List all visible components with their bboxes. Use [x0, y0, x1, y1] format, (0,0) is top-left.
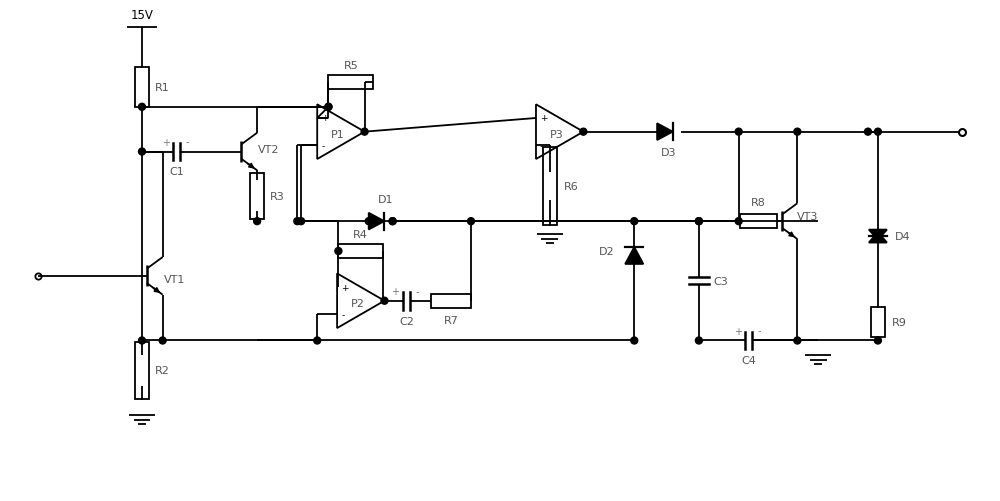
Circle shape: [864, 129, 871, 136]
Text: VT3: VT3: [797, 212, 818, 222]
Circle shape: [325, 104, 332, 111]
Text: +: +: [341, 283, 349, 292]
Text: -: -: [321, 142, 324, 150]
Text: +: +: [162, 137, 170, 147]
Circle shape: [325, 104, 332, 111]
Circle shape: [695, 218, 702, 225]
Text: P2: P2: [351, 298, 365, 308]
Bar: [135, 68, 149, 108]
Circle shape: [139, 104, 145, 111]
Bar: [740, 215, 777, 228]
Text: R4: R4: [353, 229, 368, 239]
Circle shape: [159, 337, 166, 344]
Circle shape: [381, 298, 388, 305]
Circle shape: [389, 218, 396, 225]
Bar: [250, 173, 264, 219]
Text: R5: R5: [343, 61, 358, 71]
Text: -: -: [416, 286, 419, 296]
Text: +: +: [540, 114, 547, 123]
Text: P3: P3: [550, 129, 564, 139]
Text: C2: C2: [399, 316, 414, 326]
Circle shape: [695, 337, 702, 344]
Circle shape: [314, 337, 321, 344]
Polygon shape: [657, 124, 673, 141]
Polygon shape: [369, 213, 384, 230]
Circle shape: [735, 129, 742, 136]
Circle shape: [389, 218, 396, 225]
Text: D3: D3: [661, 147, 677, 157]
Polygon shape: [869, 233, 887, 243]
Text: D2: D2: [599, 246, 614, 257]
Circle shape: [735, 218, 742, 225]
Text: R3: R3: [270, 191, 284, 201]
Circle shape: [631, 337, 638, 344]
Circle shape: [298, 218, 305, 225]
Text: R8: R8: [751, 198, 766, 208]
Circle shape: [254, 218, 261, 225]
Circle shape: [361, 129, 368, 136]
Text: C4: C4: [741, 356, 756, 366]
Text: 15V: 15V: [131, 9, 153, 22]
Text: +: +: [391, 286, 399, 296]
Circle shape: [695, 218, 702, 225]
Circle shape: [335, 248, 342, 255]
Circle shape: [794, 337, 801, 344]
Text: +: +: [321, 114, 329, 123]
Text: D1: D1: [378, 195, 393, 205]
Text: VT1: VT1: [164, 274, 185, 284]
Circle shape: [794, 129, 801, 136]
Text: +: +: [734, 326, 742, 336]
Circle shape: [294, 218, 301, 225]
Bar: [431, 294, 471, 308]
Bar: [135, 342, 149, 399]
Polygon shape: [869, 230, 887, 240]
Circle shape: [631, 218, 638, 225]
Bar: [338, 244, 383, 259]
Text: R6: R6: [564, 181, 579, 191]
Text: C3: C3: [713, 276, 728, 286]
Text: -: -: [758, 326, 761, 336]
Circle shape: [467, 218, 474, 225]
Bar: [871, 308, 885, 337]
Circle shape: [580, 129, 587, 136]
Text: P1: P1: [331, 129, 345, 139]
Text: R2: R2: [154, 366, 169, 376]
Text: -: -: [341, 310, 344, 319]
Text: R1: R1: [155, 83, 169, 93]
Text: VT2: VT2: [258, 144, 280, 154]
Text: C1: C1: [169, 167, 184, 177]
Circle shape: [139, 337, 145, 344]
Circle shape: [874, 337, 881, 344]
Polygon shape: [625, 247, 643, 265]
Circle shape: [874, 129, 881, 136]
Text: -: -: [540, 142, 543, 150]
Text: D4: D4: [895, 231, 911, 241]
Bar: [543, 147, 557, 225]
Circle shape: [139, 149, 145, 156]
Text: -: -: [186, 137, 189, 147]
Bar: [328, 76, 373, 90]
Circle shape: [365, 218, 372, 225]
Text: R7: R7: [444, 315, 459, 325]
Text: R9: R9: [892, 318, 907, 328]
